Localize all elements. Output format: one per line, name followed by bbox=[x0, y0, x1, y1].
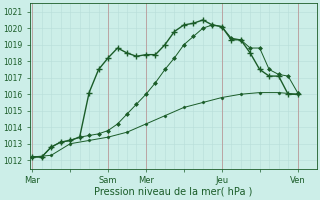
X-axis label: Pression niveau de la mer( hPa ): Pression niveau de la mer( hPa ) bbox=[94, 187, 252, 197]
